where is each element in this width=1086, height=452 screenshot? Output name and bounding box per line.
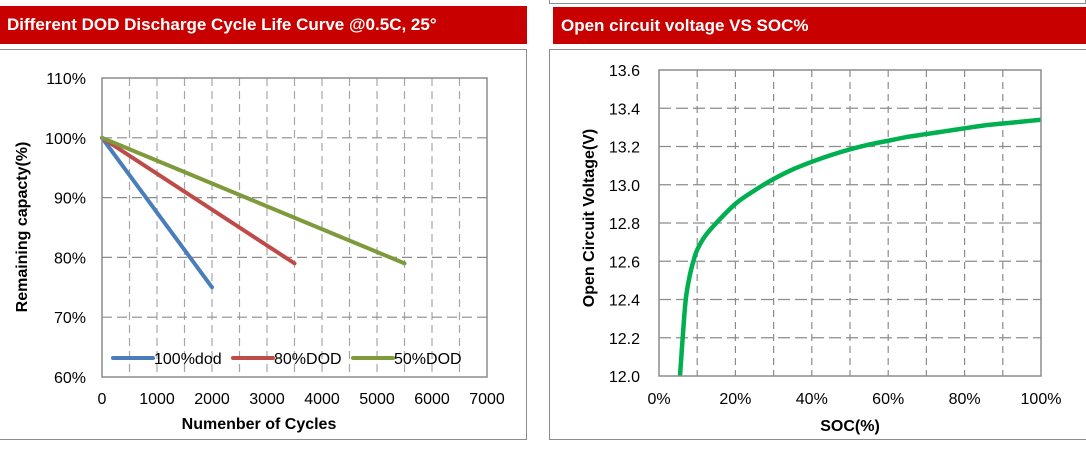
x-tick-label: 100%: [1021, 391, 1062, 408]
y-tick-label: 12.4: [609, 293, 640, 310]
x-tick-label: 3000: [249, 391, 285, 408]
y-tick-label: 13.4: [609, 101, 640, 118]
series-line-100pctdod: [100, 135, 214, 290]
x-tick-label: 5000: [359, 391, 395, 408]
cycle-life-series: [100, 135, 407, 290]
ocv-x-ticks: 0% 20% 40% 60% 80% 100%: [647, 391, 1061, 408]
x-tick-label: 20%: [719, 391, 751, 408]
x-tick-label: 0%: [647, 391, 670, 408]
cycle-life-y-ticks: 60% 70% 80% 90% 100% 110%: [45, 71, 86, 387]
y-tick-label: 12.0: [609, 369, 640, 386]
legend-label: 80%DOD: [274, 351, 342, 368]
y-tick-label: 110%: [46, 71, 86, 88]
cycle-life-plot-frame: [101, 77, 488, 378]
x-tick-label: 7000: [469, 391, 505, 408]
x-tick-label: 2000: [194, 391, 230, 408]
y-tick-label: 12.2: [609, 331, 640, 348]
y-tick-label: 70%: [54, 310, 86, 327]
cycle-life-x-ticks: 0 1000 2000 3000 4000 5000 6000 7000: [98, 391, 505, 408]
legend-label: 100%dod: [154, 351, 222, 368]
ocv-y-ticks: 12.0 12.2 12.4 12.6 12.8 13.0 13.2 13.4 13.6: [609, 63, 640, 386]
y-tick-label: 13.6: [609, 63, 640, 80]
y-tick-label: 13.2: [609, 140, 640, 157]
y-tick-label: 100%: [45, 131, 86, 148]
cycle-life-x-axis-label: Numenber of Cycles: [182, 416, 337, 433]
x-tick-label: 1000: [139, 391, 175, 408]
series-line-80pctdod: [100, 135, 297, 266]
y-tick-label: 12.6: [609, 254, 640, 271]
ocv-y-axis-label: Open Circuit Voltage(V): [581, 129, 598, 307]
series-line-50pctdod: [100, 135, 407, 266]
ocv-x-axis-label: SOC(%): [820, 418, 880, 435]
y-tick-label: 12.8: [609, 216, 640, 233]
x-tick-label: 4000: [304, 391, 340, 408]
cycle-life-y-axis-label: Remaining capacty(%): [14, 142, 31, 313]
cycle-life-legend: 100%dod 80%DOD 50%DOD: [111, 351, 462, 368]
y-tick-label: 80%: [54, 250, 86, 267]
cycle-life-chart-title: Different DOD Discharge Cycle Life Curve…: [0, 6, 527, 44]
x-tick-label: 80%: [949, 391, 981, 408]
ocv-curve: [677, 117, 1042, 377]
y-tick-label: 90%: [54, 191, 86, 208]
cycle-life-chart: 60% 70% 80% 90% 100% 110% 0 1000 2000 3000 4000 50…: [14, 71, 505, 433]
ocv-chart-panel: [549, 49, 1086, 440]
x-tick-label: 60%: [872, 391, 904, 408]
ocv-plot-frame: [658, 69, 1042, 377]
x-tick-label: 0: [98, 391, 107, 408]
y-tick-label: 60%: [54, 370, 86, 387]
x-tick-label: 6000: [414, 391, 450, 408]
x-tick-label: 40%: [796, 391, 828, 408]
legend-label: 50%DOD: [394, 351, 462, 368]
ocv-chart-title: Open circuit voltage VS SOC%: [553, 7, 1086, 44]
y-tick-label: 13.0: [609, 178, 640, 195]
ocv-grid: [659, 70, 1041, 376]
ocv-series: [677, 117, 1042, 377]
